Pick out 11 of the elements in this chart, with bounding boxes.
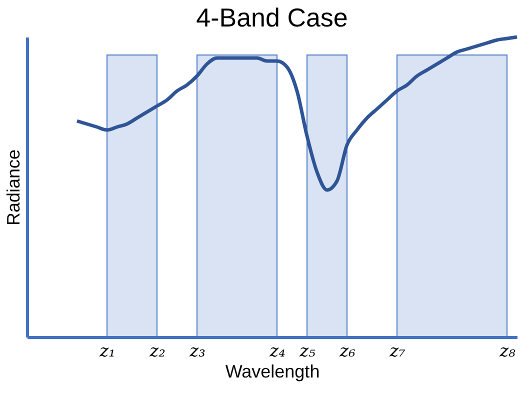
y-axis-title: Radiance [4,149,24,226]
x-axis-title: Wavelength [225,362,320,382]
chart-title: 4-Band Case [196,2,348,32]
x-tick-label: z₂ [148,342,166,362]
x-tick-label: z₃ [188,342,206,362]
x-tick-label: z₇ [388,342,406,362]
x-tick-label: z₁ [98,342,116,362]
x-tick-label: z₈ [498,342,516,362]
x-tick-label: z₅ [298,342,316,362]
x-tick-label: z₆ [338,342,356,362]
x-tick-label: z₄ [268,342,286,362]
